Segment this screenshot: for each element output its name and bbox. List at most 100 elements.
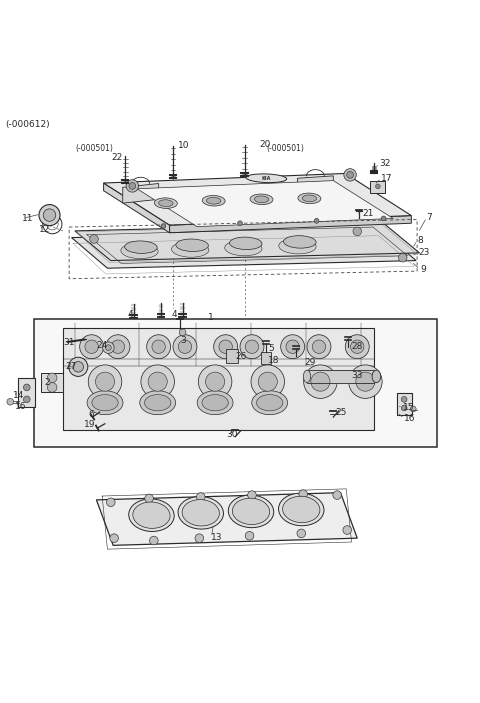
Ellipse shape [284,236,316,248]
Ellipse shape [256,394,283,411]
Text: 22: 22 [112,153,123,162]
Circle shape [343,526,351,534]
Circle shape [48,382,57,392]
Circle shape [356,372,375,392]
Circle shape [173,335,197,359]
Circle shape [258,372,277,392]
Text: 14: 14 [12,391,24,400]
Circle shape [286,340,300,354]
Ellipse shape [155,198,177,208]
Text: 3: 3 [180,335,186,344]
Circle shape [344,169,356,181]
Text: 16: 16 [404,414,416,423]
Ellipse shape [254,196,269,202]
Circle shape [152,340,165,354]
Text: 17: 17 [381,174,393,183]
Circle shape [107,498,115,507]
Text: 16: 16 [15,402,26,411]
Text: 13: 13 [211,533,223,542]
Circle shape [333,491,341,499]
Ellipse shape [283,496,320,522]
FancyBboxPatch shape [226,349,238,363]
Ellipse shape [372,370,381,382]
Circle shape [347,172,353,179]
Text: 10: 10 [178,141,189,150]
Circle shape [106,335,130,359]
Text: 9: 9 [420,264,426,273]
Circle shape [205,372,225,392]
Ellipse shape [225,240,262,256]
Text: (-000501): (-000501) [75,144,113,153]
Text: 15: 15 [403,404,414,413]
Circle shape [307,335,331,359]
Circle shape [299,490,308,498]
Ellipse shape [176,239,208,252]
Text: 4: 4 [128,309,133,318]
Circle shape [410,406,416,412]
Circle shape [24,396,30,403]
Circle shape [219,340,232,354]
Circle shape [126,180,139,192]
Ellipse shape [298,193,321,204]
Polygon shape [96,493,357,546]
Circle shape [111,340,125,354]
Circle shape [7,399,13,405]
Ellipse shape [140,391,176,415]
Circle shape [90,235,98,243]
Text: 8: 8 [417,236,423,245]
Ellipse shape [252,391,288,415]
Circle shape [80,335,104,359]
Text: 30: 30 [227,430,238,439]
Ellipse shape [197,391,233,415]
Ellipse shape [202,195,225,206]
Circle shape [353,227,361,236]
Text: 20: 20 [259,140,271,149]
Text: 31: 31 [63,338,74,347]
Polygon shape [104,174,411,225]
Text: 28: 28 [351,342,362,352]
Ellipse shape [121,243,158,259]
Text: 6: 6 [88,410,94,419]
Text: 29: 29 [305,358,316,366]
Text: 26: 26 [235,352,247,361]
Circle shape [24,384,30,391]
Circle shape [73,361,84,372]
Text: 23: 23 [418,248,430,257]
Circle shape [245,340,259,354]
Ellipse shape [144,394,171,411]
Circle shape [196,493,205,501]
Ellipse shape [202,394,228,411]
Text: 12: 12 [39,225,50,234]
Polygon shape [169,216,411,233]
Circle shape [69,357,88,376]
Circle shape [88,365,122,399]
Polygon shape [75,224,420,261]
Circle shape [43,209,56,221]
Circle shape [238,221,242,226]
Ellipse shape [279,238,316,254]
Circle shape [348,365,382,399]
FancyBboxPatch shape [261,352,271,364]
Text: 19: 19 [84,420,96,429]
Text: 2: 2 [45,378,50,387]
Circle shape [141,365,174,399]
Ellipse shape [129,499,174,531]
Circle shape [311,372,330,392]
Circle shape [198,365,232,399]
Text: 11: 11 [22,214,34,223]
FancyBboxPatch shape [396,393,412,415]
Polygon shape [104,183,169,233]
FancyBboxPatch shape [370,181,385,193]
Circle shape [401,405,407,411]
Ellipse shape [246,174,287,183]
Circle shape [179,329,186,336]
Circle shape [251,365,285,399]
Text: (-000501): (-000501) [266,144,304,153]
Ellipse shape [178,496,224,529]
Text: 25: 25 [336,408,347,417]
Circle shape [145,494,154,503]
Circle shape [350,340,364,354]
Circle shape [312,340,325,354]
FancyBboxPatch shape [18,378,35,407]
Ellipse shape [133,502,170,529]
